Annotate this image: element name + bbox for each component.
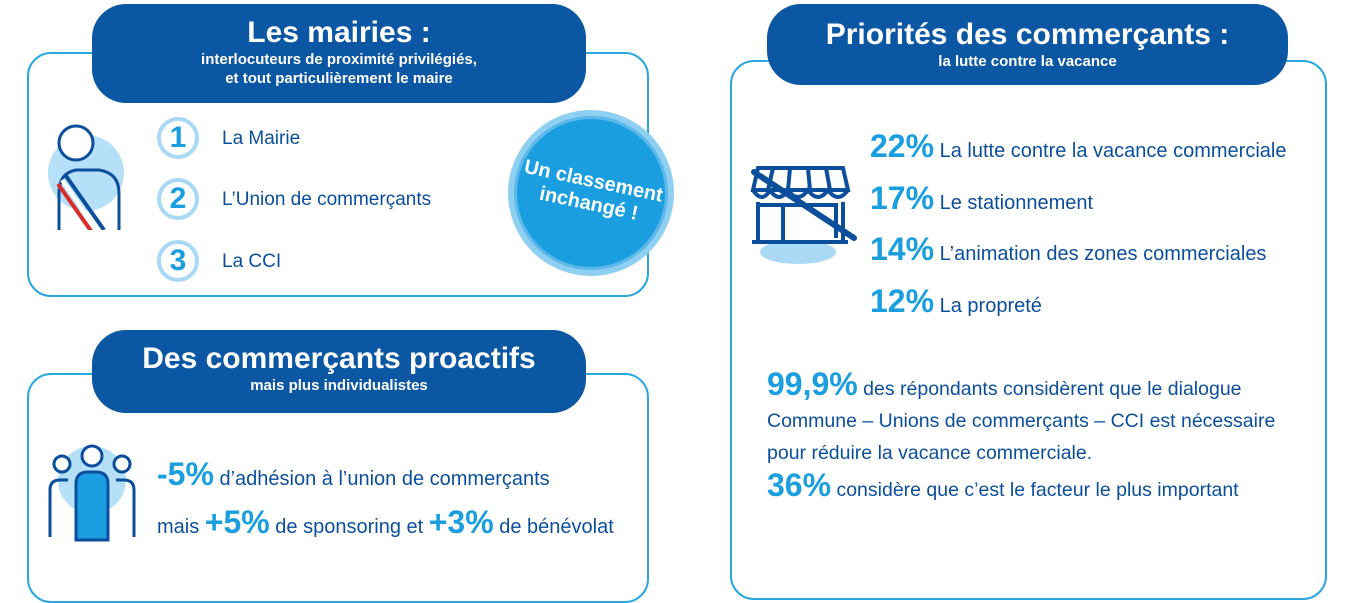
priority-label: Le stationnement (939, 192, 1094, 214)
dialogue-text-2: Commune – Unions de commerçants – CCI es… (767, 410, 1276, 432)
dialogue-stat: 99,9% des répondants considèrent que le … (767, 368, 1275, 506)
volunteering-pct: +3% (428, 504, 494, 540)
mairies-title: Les mairies : (247, 16, 431, 49)
priority-label: L’animation des zones commerciales (939, 243, 1267, 265)
priority-pct: 17% (870, 180, 935, 216)
priority-item: 14% L’animation des zones commerciales (870, 231, 1266, 268)
priorites-header: Priorités des commerçants : la lutte con… (767, 4, 1288, 85)
dialogue-pct: 99,9% (767, 366, 858, 402)
closed-shop-icon (750, 166, 857, 264)
mairies-subtitle-1: interlocuteurs de proximité privilégiés, (201, 51, 477, 68)
text: mais (157, 516, 205, 538)
priorites-subtitle: la lutte contre la vacance (938, 53, 1117, 70)
rank-1-label: La Mairie (222, 128, 301, 149)
priority-item: 22% La lutte contre la vacance commercia… (870, 128, 1286, 165)
key-factor-text: considère que c’est le facteur le plus i… (831, 479, 1239, 501)
dialogue-text-1: des répondants considèrent que le dialog… (857, 378, 1242, 400)
priority-pct: 12% (870, 283, 935, 319)
membership-pct: -5% (157, 456, 214, 492)
priority-label: La propreté (939, 295, 1042, 317)
membership-line: -5% d’adhésion à l’union de commerçants (157, 456, 550, 493)
priority-pct: 22% (870, 128, 935, 164)
proactifs-subtitle: mais plus individualistes (250, 377, 428, 394)
mayor-sash-icon (48, 124, 124, 230)
mairies-subtitle-2: et tout particulièrement le maire (225, 70, 453, 87)
sponsoring-pct: +5% (204, 504, 270, 540)
mairies-header: Les mairies : interlocuteurs de proximit… (92, 4, 586, 103)
rank-1-badge: 1 (157, 117, 199, 159)
text: de sponsoring et (269, 516, 429, 538)
dialogue-text-3: pour réduire la vacance commerciale. (767, 442, 1093, 464)
priorites-panel (730, 60, 1327, 600)
group-people-icon (48, 444, 136, 542)
priority-item: 17% Le stationnement (870, 180, 1093, 217)
priority-pct: 14% (870, 231, 935, 267)
rank-2-badge: 2 (157, 178, 199, 220)
priorites-title: Priorités des commerçants : (825, 18, 1230, 51)
proactifs-header: Des commerçants proactifs mais plus indi… (92, 330, 586, 413)
proactifs-title: Des commerçants proactifs (142, 342, 536, 375)
rank-2-label: L’Union de commerçants (222, 189, 432, 210)
rank-3-badge: 3 (157, 240, 199, 282)
text: de bénévolat (493, 516, 614, 538)
key-factor-pct: 36% (767, 467, 832, 503)
priority-item: 12% La propreté (870, 283, 1042, 320)
priority-label: La lutte contre la vacance commerciale (939, 140, 1287, 162)
sponsoring-line: mais +5% de sponsoring et +3% de bénévol… (157, 504, 614, 541)
membership-text: d’adhésion à l’union de commerçants (213, 468, 550, 490)
rank-3-label: La CCI (222, 251, 282, 272)
